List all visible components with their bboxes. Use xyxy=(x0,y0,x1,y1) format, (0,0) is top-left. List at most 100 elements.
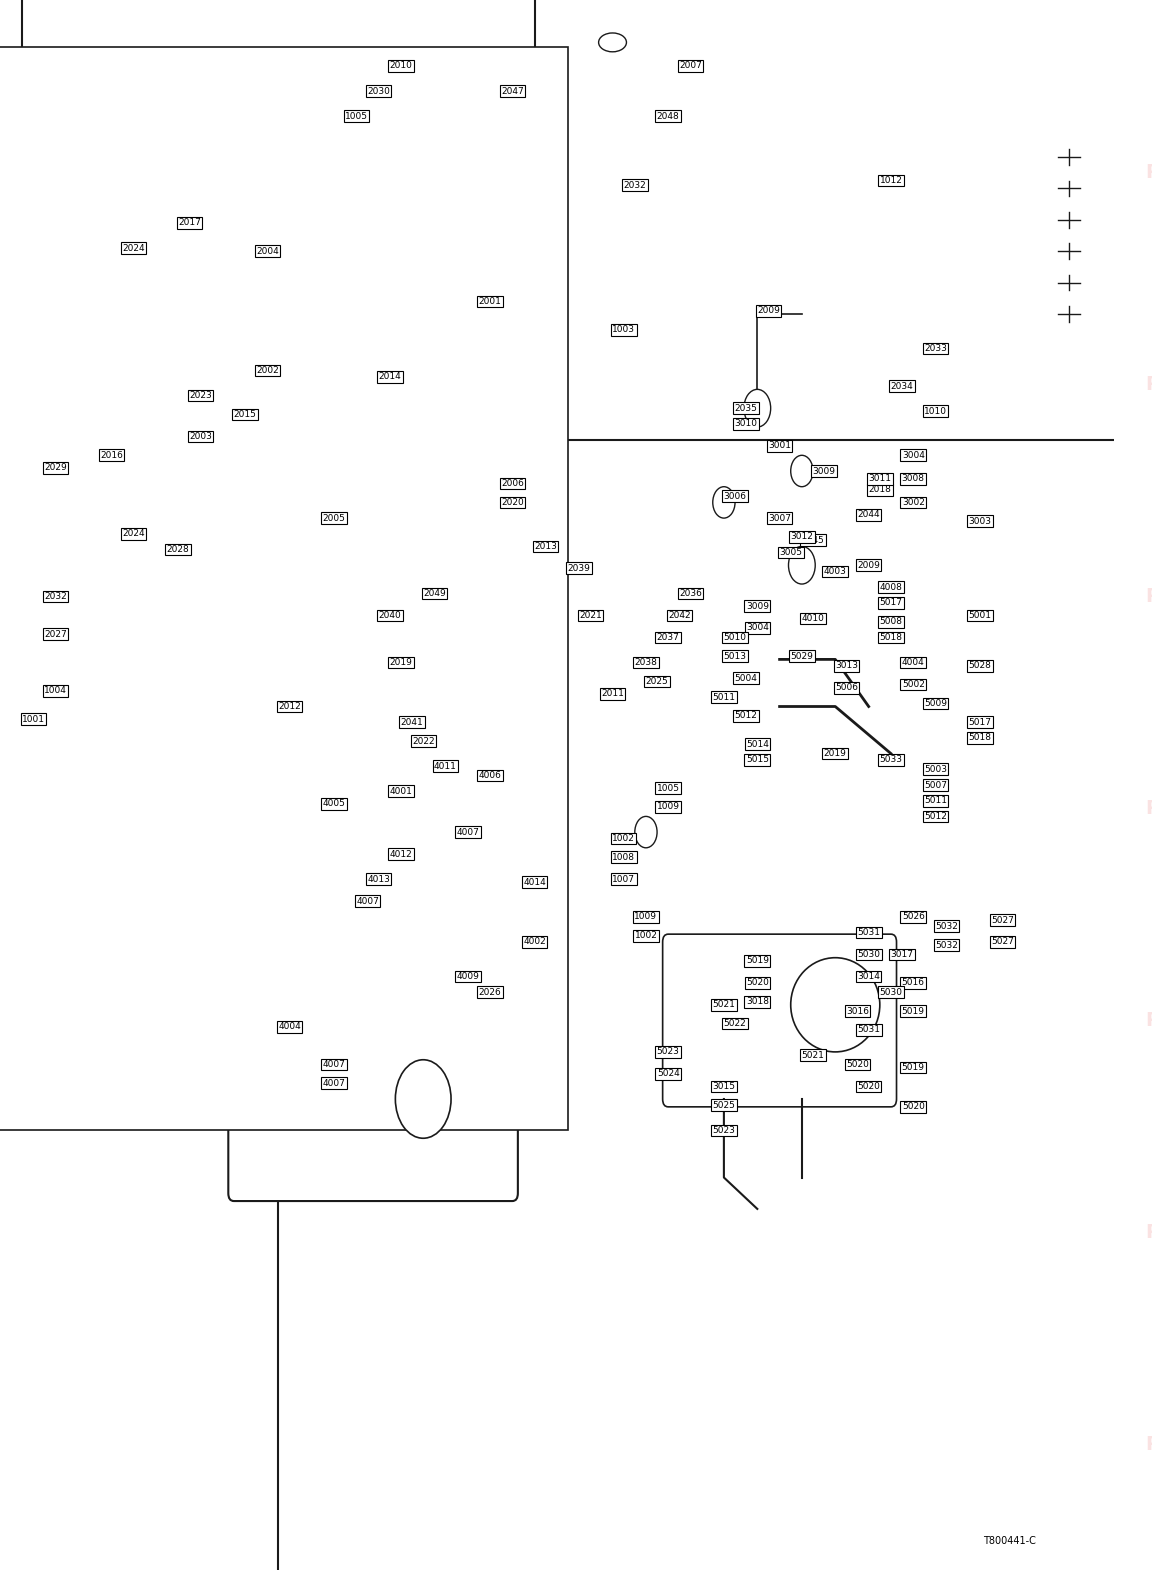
Text: 3001: 3001 xyxy=(768,441,791,451)
Circle shape xyxy=(635,816,657,848)
Ellipse shape xyxy=(980,78,1152,267)
Text: 4003: 4003 xyxy=(824,567,847,576)
Text: 5021: 5021 xyxy=(712,1000,735,1010)
Ellipse shape xyxy=(490,1350,713,1539)
Text: H: H xyxy=(287,1435,303,1454)
Text: 1008: 1008 xyxy=(612,853,635,862)
Text: P: P xyxy=(901,163,915,182)
Ellipse shape xyxy=(245,78,468,267)
Ellipse shape xyxy=(599,33,627,52)
Text: 5031: 5031 xyxy=(857,928,880,937)
Text: 4011: 4011 xyxy=(434,761,457,771)
Text: 5013: 5013 xyxy=(723,652,746,661)
Text: H: H xyxy=(532,163,548,182)
Text: 3009: 3009 xyxy=(812,466,835,476)
Text: 5032: 5032 xyxy=(935,922,958,931)
Text: S: S xyxy=(1084,163,1098,182)
Text: 3016: 3016 xyxy=(846,1006,869,1016)
Text: H: H xyxy=(41,1223,59,1242)
Text: H: H xyxy=(778,1011,794,1030)
Text: P: P xyxy=(901,1435,915,1454)
Text: S: S xyxy=(1084,587,1098,606)
Text: 2004: 2004 xyxy=(256,246,279,256)
FancyBboxPatch shape xyxy=(535,0,1152,848)
Text: H: H xyxy=(41,1435,59,1454)
Text: S: S xyxy=(349,799,363,818)
Text: 2003: 2003 xyxy=(189,432,212,441)
Text: H: H xyxy=(532,375,548,394)
Text: S: S xyxy=(840,1435,854,1454)
Text: 4014: 4014 xyxy=(523,878,546,887)
Ellipse shape xyxy=(556,0,690,94)
Text: H: H xyxy=(532,1223,548,1242)
Text: P: P xyxy=(901,587,915,606)
Text: S: S xyxy=(594,1223,608,1242)
Ellipse shape xyxy=(980,290,1152,479)
Text: 5029: 5029 xyxy=(790,652,813,661)
Text: 2030: 2030 xyxy=(367,86,391,96)
Text: T800441-C: T800441-C xyxy=(983,1537,1036,1546)
Text: 2027: 2027 xyxy=(44,630,67,639)
FancyBboxPatch shape xyxy=(662,934,896,1107)
Text: H: H xyxy=(1022,1223,1038,1242)
Text: S: S xyxy=(840,1011,854,1030)
Text: P: P xyxy=(1145,163,1152,182)
Text: S: S xyxy=(840,799,854,818)
Text: 2021: 2021 xyxy=(579,611,601,620)
Text: S: S xyxy=(349,1223,363,1242)
Text: 5020: 5020 xyxy=(846,1060,869,1069)
Circle shape xyxy=(788,546,816,584)
Circle shape xyxy=(395,1060,452,1138)
Text: 2011: 2011 xyxy=(601,689,624,699)
Text: S: S xyxy=(349,375,363,394)
Text: 5023: 5023 xyxy=(657,1047,680,1057)
Text: S: S xyxy=(594,1011,608,1030)
Text: 4007: 4007 xyxy=(456,827,479,837)
Text: 4002: 4002 xyxy=(523,937,546,947)
Text: H: H xyxy=(287,1011,303,1030)
Text: 5019: 5019 xyxy=(745,956,768,966)
Text: H: H xyxy=(778,163,794,182)
Text: 4007: 4007 xyxy=(356,896,379,906)
Text: 2049: 2049 xyxy=(423,589,446,598)
Text: H: H xyxy=(1022,1435,1038,1454)
Text: P: P xyxy=(901,1223,915,1242)
Ellipse shape xyxy=(245,1138,468,1327)
Text: 2048: 2048 xyxy=(657,111,680,121)
Text: H: H xyxy=(41,587,59,606)
Text: S: S xyxy=(105,375,119,394)
Text: 5015: 5015 xyxy=(745,755,768,765)
Text: 3002: 3002 xyxy=(902,498,925,507)
Text: 2023: 2023 xyxy=(189,391,212,400)
Text: 2032: 2032 xyxy=(623,181,646,190)
Text: 2044: 2044 xyxy=(857,510,880,520)
Text: P: P xyxy=(1145,375,1152,394)
Text: 4012: 4012 xyxy=(389,849,412,859)
Text: S: S xyxy=(1084,799,1098,818)
Text: S: S xyxy=(1084,375,1098,394)
Text: 5009: 5009 xyxy=(924,699,947,708)
Text: 2016: 2016 xyxy=(100,451,123,460)
Circle shape xyxy=(713,487,735,518)
Text: 2019: 2019 xyxy=(824,749,847,758)
Text: H: H xyxy=(532,1435,548,1454)
Text: 4009: 4009 xyxy=(456,972,479,981)
Text: 5004: 5004 xyxy=(735,674,758,683)
Text: 2045: 2045 xyxy=(802,535,825,545)
Text: 3003: 3003 xyxy=(969,517,992,526)
Text: H: H xyxy=(1022,799,1038,818)
Ellipse shape xyxy=(245,290,468,479)
Ellipse shape xyxy=(0,714,222,903)
Text: 2041: 2041 xyxy=(401,717,424,727)
Ellipse shape xyxy=(980,926,1152,1115)
Ellipse shape xyxy=(245,1350,468,1539)
Text: 2040: 2040 xyxy=(378,611,401,620)
Text: 5016: 5016 xyxy=(902,978,925,988)
Ellipse shape xyxy=(245,251,423,534)
Text: 3015: 3015 xyxy=(712,1082,735,1091)
Text: S: S xyxy=(1084,1011,1098,1030)
Text: 1007: 1007 xyxy=(612,874,635,884)
Text: 2006: 2006 xyxy=(501,479,524,488)
Text: 4001: 4001 xyxy=(389,787,412,796)
Ellipse shape xyxy=(0,926,222,1115)
